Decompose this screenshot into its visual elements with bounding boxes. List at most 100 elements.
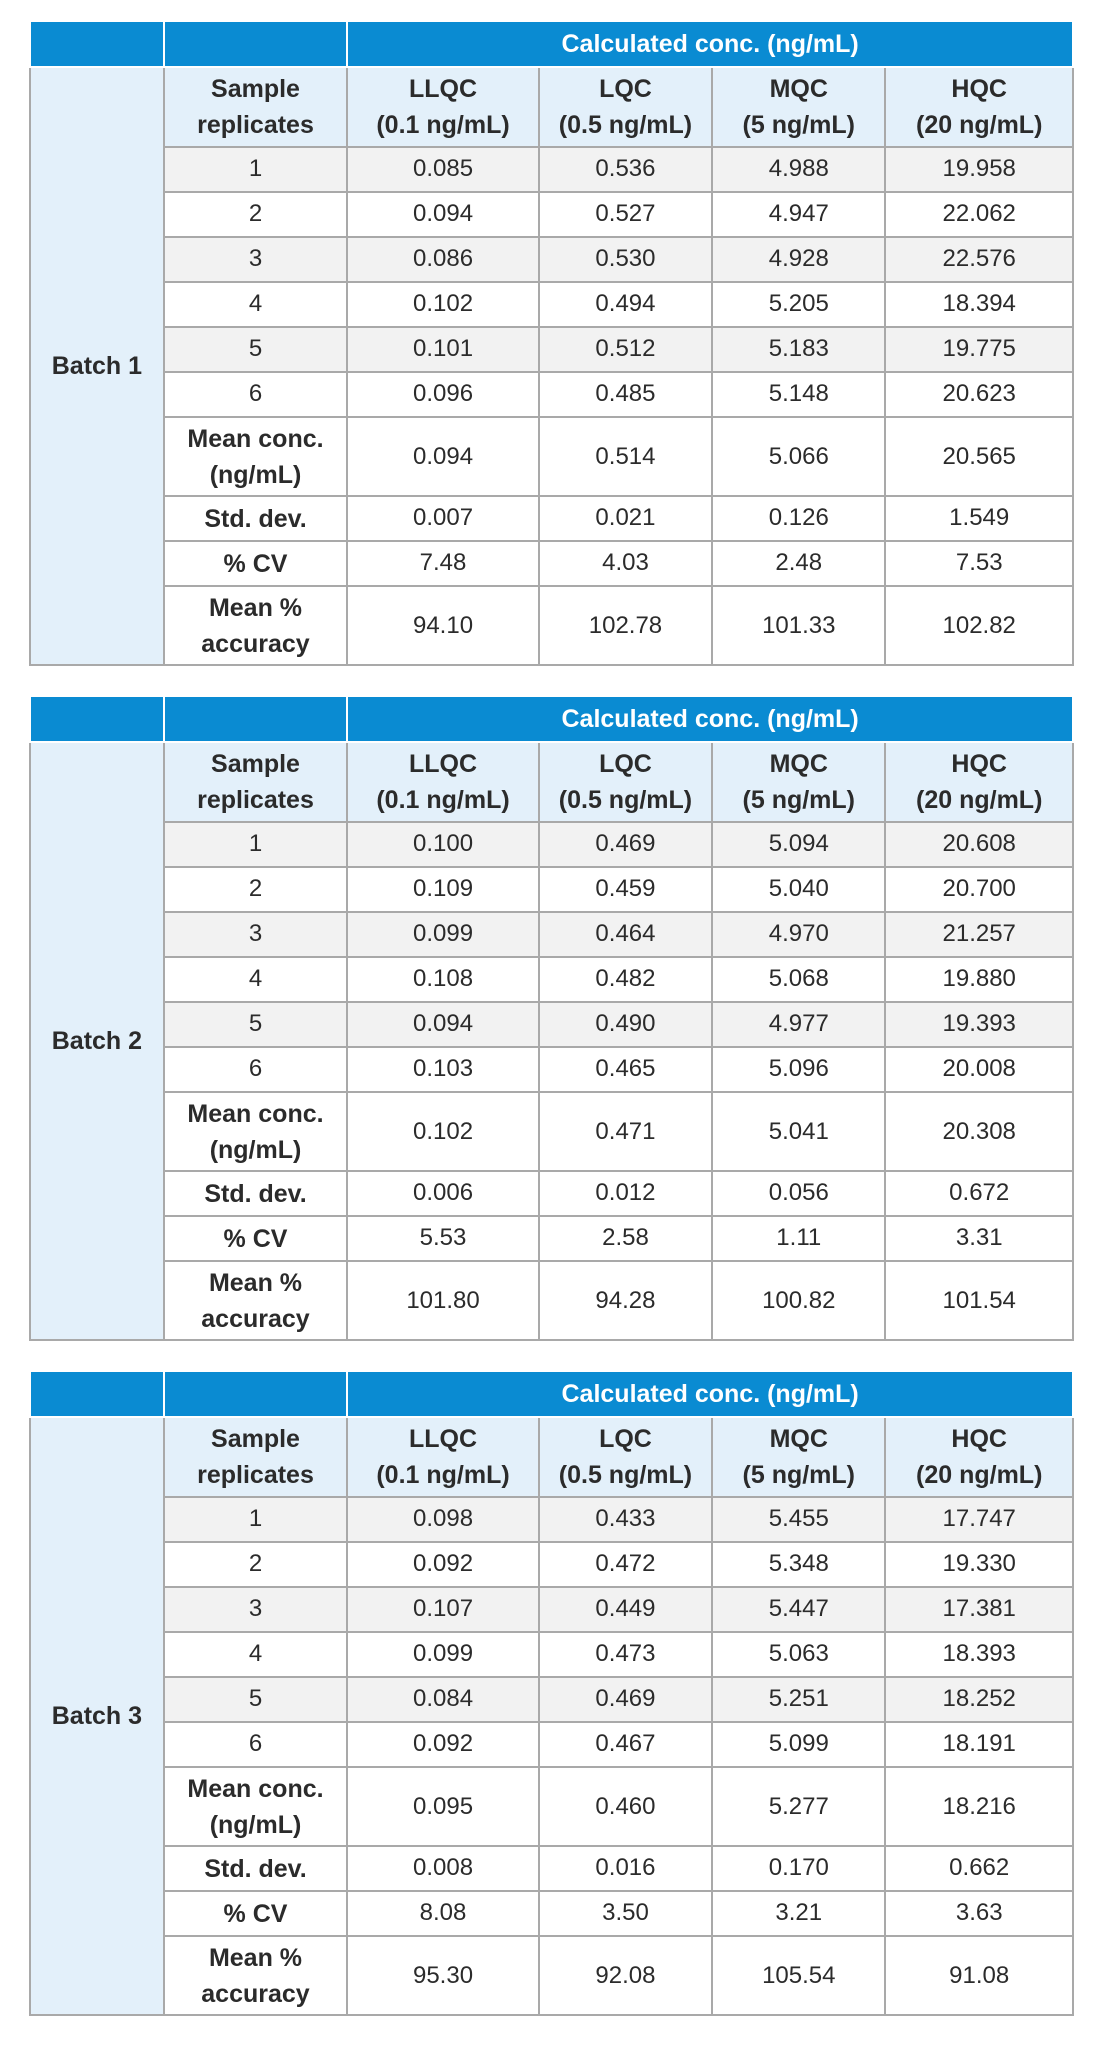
batch-table: Calculated conc. (ng/mL) Batch 3 Sample rep… [29,1370,1074,2016]
value-cell-hqc: 20.308 [884,1091,1074,1172]
column-header-sample-line: Sample [211,1425,300,1453]
batch-table: Calculated conc. (ng/mL) Batch 2 Sample rep… [29,695,1074,1341]
column-header-hqc-line: (20 ng/mL) [916,111,1043,139]
table-row: 4 0.099 0.473 5.063 18.393 [30,1631,1074,1678]
batch-label: Batch 3 [29,1416,165,2016]
value-cell-mqc: 100.82 [711,1260,887,1341]
row-label-mean-conc-line: (ng/mL) [209,1810,302,1839]
value-cell-llqc: 0.099 [346,911,540,958]
replicate-id: 5 [162,1676,349,1723]
value-cell-llqc: 5.53 [346,1215,540,1262]
row-label-accuracy: Mean % accuracy [162,585,349,666]
table-row: 3 0.099 0.464 4.970 21.257 [30,911,1074,958]
value-cell-mqc: 5.455 [711,1496,887,1543]
column-header-mqc: MQC (5 ng/mL) [711,1416,887,1498]
row-label-accuracy-line: Mean % [208,593,303,622]
value-cell-lqc: 0.012 [537,1170,714,1217]
value-cell-mqc: 4.977 [711,1001,887,1048]
column-header-lqc-line: (0.5 ng/mL) [558,1461,693,1489]
table-row: 5 0.084 0.469 5.251 18.252 [30,1676,1074,1723]
value-cell-mqc: 1.11 [711,1215,887,1262]
value-cell-llqc: 0.085 [346,146,540,193]
value-cell-lqc: 0.512 [537,326,714,373]
value-cell-mqc: 0.056 [711,1170,887,1217]
row-label-mean-conc-line: Mean conc. [187,1774,324,1803]
column-header-llqc: LLQC (0.1 ng/mL) [346,1416,540,1498]
value-cell-llqc: 0.102 [346,1091,540,1172]
value-cell-mqc: 5.096 [711,1046,887,1093]
batch-table: Calculated conc. (ng/mL) Batch 1 Sample rep… [29,20,1074,666]
column-header-lqc-line: LQC [599,1425,652,1453]
value-cell-mqc: 5.205 [711,281,887,328]
table-row: 5 0.094 0.490 4.977 19.393 [30,1001,1074,1048]
header-banner: Calculated conc. (ng/mL) [346,20,1074,68]
value-cell-llqc: 0.094 [346,1001,540,1048]
value-cell-lqc: 0.536 [537,146,714,193]
value-cell-llqc: 95.30 [346,1935,540,2016]
value-cell-mqc: 5.066 [711,416,887,497]
row-label-accuracy: Mean % accuracy [162,1935,349,2016]
value-cell-mqc: 5.447 [711,1586,887,1633]
value-cell-hqc: 20.700 [884,866,1074,913]
table-row: 4 0.108 0.482 5.068 19.880 [30,956,1074,1003]
value-cell-mqc: 4.988 [711,146,887,193]
column-header-hqc: HQC (20 ng/mL) [884,66,1074,148]
row-label-accuracy-line: accuracy [201,1304,310,1333]
value-cell-llqc: 0.101 [346,326,540,373]
table-row: 1 0.100 0.469 5.094 20.608 [30,821,1074,868]
column-header-lqc-line: LQC [599,750,652,778]
table-row: 3 0.086 0.530 4.928 22.576 [30,236,1074,283]
banner-blank [162,20,349,68]
row-label-mean-conc: Mean conc. (ng/mL) [162,416,349,497]
column-header-llqc-line: LLQC [408,75,478,103]
row-label-cv: % CV [162,540,349,587]
value-cell-lqc: 0.473 [537,1631,714,1678]
value-cell-llqc: 0.092 [346,1541,540,1588]
column-header-row: Batch 1 Sample replicates LLQC (0.1 ng/mL) LQ… [29,66,1074,666]
summary-row-accuracy: Mean % accuracy 94.10 102.78 101.33 102.82 [30,585,1074,666]
table-row: 2 0.094 0.527 4.947 22.062 [30,191,1074,238]
row-label-cv: % CV [162,1215,349,1262]
column-header-lqc: LQC (0.5 ng/mL) [537,741,714,823]
value-cell-llqc: 0.103 [346,1046,540,1093]
value-cell-lqc: 0.494 [537,281,714,328]
table-row: 4 0.102 0.494 5.205 18.394 [30,281,1074,328]
row-label-std-dev: Std. dev. [162,1845,349,1892]
value-cell-llqc: 0.099 [346,1631,540,1678]
replicate-id: 2 [162,1541,349,1588]
column-header-mqc-line: (5 ng/mL) [742,111,856,139]
value-cell-lqc: 0.472 [537,1541,714,1588]
column-header-mqc-line: MQC [769,750,828,778]
column-header-mqc-line: (5 ng/mL) [742,1461,856,1489]
value-cell-llqc: 0.094 [346,416,540,497]
value-cell-lqc: 0.469 [537,821,714,868]
banner-blank [162,695,349,743]
value-cell-llqc: 0.107 [346,1586,540,1633]
row-label-std-dev: Std. dev. [162,495,349,542]
value-cell-llqc: 0.092 [346,1721,540,1768]
column-header-hqc-line: HQC [951,750,1007,778]
banner-blank [162,1370,349,1418]
value-cell-mqc: 5.099 [711,1721,887,1768]
column-header-lqc: LQC (0.5 ng/mL) [537,1416,714,1498]
value-cell-mqc: 5.068 [711,956,887,1003]
column-header-llqc-line: (0.1 ng/mL) [376,1461,510,1489]
value-cell-llqc: 94.10 [346,585,540,666]
value-cell-hqc: 20.623 [884,371,1074,418]
column-header-mqc-line: MQC [769,1425,828,1453]
column-header-lqc-line: (0.5 ng/mL) [558,111,693,139]
column-header-hqc-line: (20 ng/mL) [916,1461,1043,1489]
value-cell-mqc: 5.040 [711,866,887,913]
value-cell-lqc: 4.03 [537,540,714,587]
replicate-id: 1 [162,821,349,868]
value-cell-hqc: 20.608 [884,821,1074,868]
column-header-sample: Sample replicates [162,66,349,148]
value-cell-hqc: 20.565 [884,416,1074,497]
replicate-id: 5 [162,1001,349,1048]
banner-blank [29,1370,165,1418]
value-cell-lqc: 0.464 [537,911,714,958]
value-cell-hqc: 22.062 [884,191,1074,238]
header-banner: Calculated conc. (ng/mL) [346,695,1074,743]
value-cell-lqc: 0.490 [537,1001,714,1048]
table-row: 2 0.109 0.459 5.040 20.700 [30,866,1074,913]
